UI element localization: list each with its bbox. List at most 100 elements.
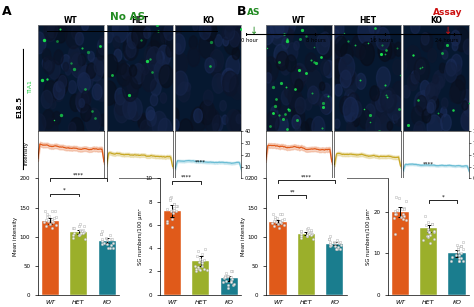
Point	[331, 244, 338, 249]
Point	[282, 85, 290, 90]
Point	[326, 234, 334, 239]
Point	[305, 232, 312, 237]
Circle shape	[262, 61, 272, 76]
Circle shape	[427, 110, 435, 124]
Circle shape	[68, 46, 80, 64]
Circle shape	[375, 92, 388, 112]
Point	[324, 94, 332, 99]
Circle shape	[308, 86, 319, 104]
Point	[172, 208, 180, 213]
Circle shape	[276, 52, 288, 71]
Circle shape	[427, 102, 434, 113]
Text: ↓: ↓	[444, 26, 452, 36]
Circle shape	[115, 47, 120, 56]
Circle shape	[46, 60, 52, 71]
Circle shape	[286, 55, 296, 72]
Point	[366, 113, 374, 118]
Circle shape	[54, 50, 63, 65]
Point	[438, 51, 446, 56]
Point	[166, 198, 173, 203]
Point	[170, 208, 177, 212]
Circle shape	[463, 39, 473, 54]
Point	[168, 225, 175, 230]
Circle shape	[271, 106, 278, 118]
Point	[56, 27, 64, 32]
Circle shape	[42, 58, 49, 69]
Circle shape	[334, 58, 346, 79]
Circle shape	[115, 95, 128, 115]
Point	[143, 59, 151, 64]
Point	[269, 212, 277, 216]
Point	[71, 67, 78, 72]
Circle shape	[179, 119, 192, 140]
Circle shape	[115, 88, 126, 105]
Circle shape	[209, 109, 217, 121]
Point	[377, 51, 385, 56]
Point	[430, 228, 438, 233]
Circle shape	[212, 74, 225, 93]
Circle shape	[225, 25, 234, 40]
Point	[168, 209, 175, 214]
Point	[393, 45, 401, 50]
Point	[452, 252, 459, 257]
Circle shape	[227, 22, 238, 41]
Point	[295, 67, 302, 72]
Circle shape	[306, 119, 314, 132]
Circle shape	[43, 56, 55, 74]
Circle shape	[344, 107, 355, 123]
Point	[465, 100, 473, 105]
Point	[270, 224, 278, 229]
Circle shape	[98, 38, 108, 55]
Point	[44, 212, 51, 216]
Point	[76, 233, 83, 238]
Point	[222, 278, 229, 283]
Circle shape	[295, 79, 303, 92]
Circle shape	[421, 33, 429, 45]
Point	[409, 52, 417, 57]
Circle shape	[68, 122, 76, 134]
Text: *: *	[63, 188, 66, 193]
Point	[326, 236, 333, 241]
Circle shape	[381, 87, 396, 113]
Circle shape	[160, 28, 168, 41]
Circle shape	[351, 35, 365, 57]
Circle shape	[56, 82, 62, 92]
Circle shape	[319, 82, 325, 91]
Circle shape	[266, 111, 279, 133]
Point	[104, 246, 111, 251]
Point	[459, 246, 466, 251]
Circle shape	[429, 86, 435, 96]
Point	[207, 39, 215, 44]
Circle shape	[53, 111, 61, 125]
Circle shape	[340, 44, 353, 64]
Circle shape	[365, 104, 375, 119]
Circle shape	[236, 115, 242, 124]
Point	[400, 205, 407, 210]
Point	[196, 266, 203, 271]
Circle shape	[158, 45, 171, 66]
Circle shape	[441, 114, 451, 131]
Point	[164, 219, 171, 223]
Point	[381, 52, 389, 56]
Text: E18.5: E18.5	[16, 96, 22, 119]
Circle shape	[442, 50, 448, 59]
Circle shape	[227, 22, 241, 45]
Circle shape	[461, 114, 472, 131]
Point	[447, 259, 455, 264]
Point	[404, 123, 412, 128]
Circle shape	[138, 113, 150, 131]
Circle shape	[438, 114, 444, 123]
Circle shape	[220, 100, 227, 111]
Point	[457, 251, 465, 255]
Point	[98, 239, 106, 243]
Point	[75, 223, 83, 228]
Point	[222, 270, 229, 275]
Circle shape	[439, 63, 446, 73]
Circle shape	[324, 60, 335, 78]
Point	[70, 226, 77, 231]
Circle shape	[199, 100, 214, 125]
Point	[326, 240, 334, 245]
Bar	[392, 212, 409, 295]
Circle shape	[291, 66, 305, 90]
Point	[379, 43, 386, 48]
